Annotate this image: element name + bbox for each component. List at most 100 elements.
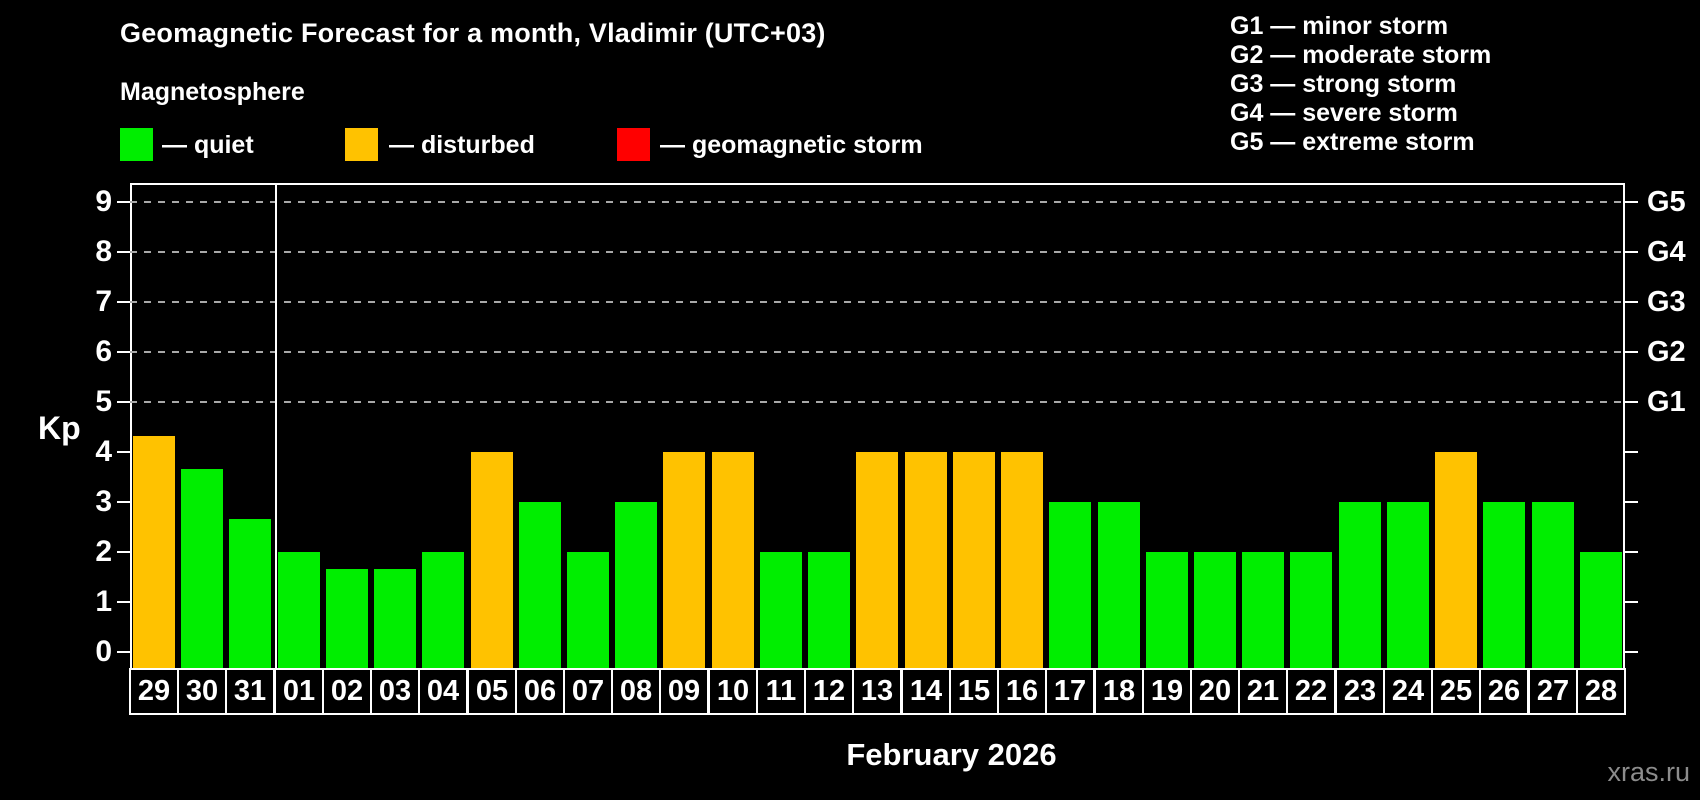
y-tick-label-1: 1 (95, 585, 112, 618)
day-label-03: 03 (370, 668, 420, 715)
bar-day-02 (326, 569, 368, 669)
bar-day-11 (760, 552, 802, 668)
bar-day-03 (374, 569, 416, 669)
bar-day-04 (422, 552, 464, 668)
legend-label-disturbed: — disturbed (389, 131, 535, 159)
tick-right-2 (1625, 551, 1638, 553)
gridline-kp-9 (130, 201, 1625, 203)
day-label-05: 05 (467, 668, 517, 715)
bar-day-26 (1483, 502, 1525, 668)
tick-left-8 (117, 251, 130, 253)
day-label-13: 13 (852, 668, 902, 715)
bar-day-20 (1194, 552, 1236, 668)
legend-swatch-quiet (120, 128, 153, 161)
day-label-11: 11 (756, 668, 806, 715)
day-label-22: 22 (1286, 668, 1336, 715)
right-axis-label-g3: G3 (1647, 286, 1686, 318)
month-separator-line (275, 183, 277, 668)
legend-label-quiet: — quiet (162, 131, 254, 159)
y-tick-label-3: 3 (95, 485, 112, 518)
tick-left-3 (117, 501, 130, 503)
day-label-27: 27 (1528, 668, 1578, 715)
gridline-kp-7 (130, 301, 1625, 303)
day-label-06: 06 (515, 668, 565, 715)
day-label-21: 21 (1238, 668, 1288, 715)
bar-day-16 (1001, 452, 1043, 668)
right-axis-label-g4: G4 (1647, 236, 1686, 268)
tick-left-6 (117, 351, 130, 353)
tick-left-9 (117, 201, 130, 203)
tick-left-4 (117, 451, 130, 453)
y-tick-label-8: 8 (95, 235, 112, 268)
day-label-07: 07 (563, 668, 613, 715)
tick-right-0 (1625, 651, 1638, 653)
tick-right-6 (1625, 351, 1638, 353)
day-label-23: 23 (1335, 668, 1385, 715)
right-axis-label-g1: G1 (1647, 386, 1686, 418)
day-label-15: 15 (949, 668, 999, 715)
bar-day-14 (905, 452, 947, 668)
magnetosphere-subtitle: Magnetosphere (120, 78, 305, 106)
bar-day-13 (856, 452, 898, 668)
tick-left-1 (117, 601, 130, 603)
x-axis-title-month: February 2026 (846, 737, 1057, 772)
plot-frame (130, 183, 1625, 668)
y-tick-label-2: 2 (95, 535, 112, 568)
bar-day-08 (615, 502, 657, 668)
day-label-01: 01 (274, 668, 324, 715)
bar-day-07 (567, 552, 609, 668)
g-legend-line-g5: G5 — extreme storm (1230, 128, 1475, 156)
tick-right-8 (1625, 251, 1638, 253)
watermark: xras.ru (1607, 757, 1690, 787)
g-legend-line-g2: G2 — moderate storm (1230, 41, 1492, 69)
y-tick-label-0: 0 (95, 635, 112, 668)
tick-left-7 (117, 301, 130, 303)
page-title: Geomagnetic Forecast for a month, Vladim… (120, 18, 826, 48)
day-label-17: 17 (1045, 668, 1095, 715)
bar-day-09 (663, 452, 705, 668)
bar-day-30 (181, 469, 223, 669)
tick-right-7 (1625, 301, 1638, 303)
day-label-25: 25 (1431, 668, 1481, 715)
bar-day-05 (471, 452, 513, 668)
day-label-24: 24 (1383, 668, 1433, 715)
day-label-08: 08 (611, 668, 661, 715)
day-label-26: 26 (1479, 668, 1529, 715)
day-label-10: 10 (708, 668, 758, 715)
bar-day-12 (808, 552, 850, 668)
tick-right-4 (1625, 451, 1638, 453)
bar-day-23 (1339, 502, 1381, 668)
gridline-kp-6 (130, 351, 1625, 353)
y-tick-label-4: 4 (95, 435, 112, 468)
g-scale-legend: G1 — minor storm G2 — moderate storm G3 … (1230, 12, 1491, 157)
day-label-02: 02 (322, 668, 372, 715)
bar-day-21 (1242, 552, 1284, 668)
day-label-20: 20 (1190, 668, 1240, 715)
bar-day-18 (1098, 502, 1140, 668)
bar-day-10 (712, 452, 754, 668)
y-tick-label-5: 5 (95, 385, 112, 418)
day-label-14: 14 (901, 668, 951, 715)
gridline-kp-8 (130, 251, 1625, 253)
tick-right-3 (1625, 501, 1638, 503)
day-label-09: 09 (659, 668, 709, 715)
tick-left-0 (117, 651, 130, 653)
y-tick-label-9: 9 (95, 185, 112, 218)
legend-label-storm: — geomagnetic storm (660, 131, 923, 159)
tick-right-9 (1625, 201, 1638, 203)
day-label-30: 30 (177, 668, 227, 715)
gridline-kp-5 (130, 401, 1625, 403)
right-axis-label-g2: G2 (1647, 336, 1686, 368)
bar-day-27 (1532, 502, 1574, 668)
bar-day-19 (1146, 552, 1188, 668)
y-tick-label-6: 6 (95, 335, 112, 368)
bar-day-06 (519, 502, 561, 668)
bar-day-17 (1049, 502, 1091, 668)
day-label-31: 31 (225, 668, 275, 715)
tick-left-5 (117, 401, 130, 403)
bar-day-15 (953, 452, 995, 668)
y-axis-title-kp: Kp (38, 410, 81, 446)
day-label-19: 19 (1142, 668, 1192, 715)
tick-right-1 (1625, 601, 1638, 603)
right-axis-label-g5: G5 (1647, 186, 1686, 218)
